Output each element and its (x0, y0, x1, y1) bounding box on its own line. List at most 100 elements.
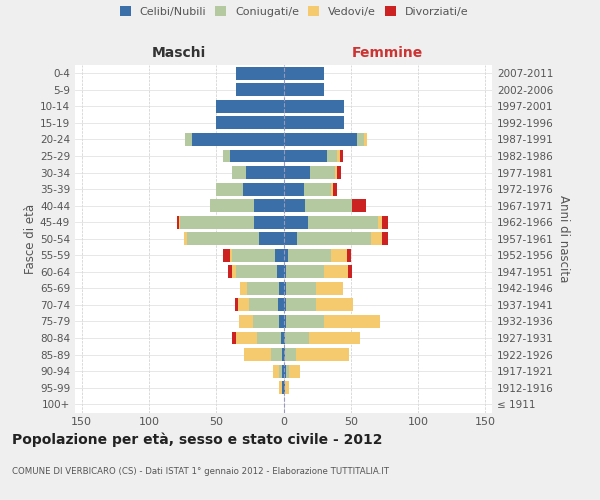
Bar (284, 315, 286, 328)
Bar (192, 133, 284, 146)
Bar (286, 315, 324, 328)
Bar (247, 282, 280, 295)
Bar (232, 332, 236, 344)
Bar (337, 166, 341, 179)
Bar (278, 298, 284, 312)
Bar (232, 249, 275, 262)
Bar (282, 381, 284, 394)
Bar (275, 249, 284, 262)
Bar (326, 150, 337, 162)
Bar (284, 348, 285, 361)
Bar (180, 216, 254, 228)
Bar (377, 216, 382, 228)
Bar (284, 298, 286, 312)
Text: Popolazione per età, sesso e stato civile - 2012: Popolazione per età, sesso e stato civil… (12, 432, 383, 447)
Bar (340, 150, 343, 162)
Bar (223, 150, 230, 162)
Bar (296, 348, 349, 361)
Bar (309, 332, 360, 344)
Bar (284, 364, 286, 378)
Text: Maschi: Maschi (152, 46, 206, 60)
Bar (284, 216, 308, 228)
Bar (280, 315, 284, 328)
Bar (305, 199, 352, 212)
Bar (348, 266, 352, 278)
Bar (284, 249, 287, 262)
Bar (184, 232, 187, 245)
Bar (331, 182, 333, 196)
Bar (284, 381, 285, 394)
Bar (209, 199, 254, 212)
Bar (284, 182, 304, 196)
Bar (187, 232, 259, 245)
Bar (216, 116, 284, 130)
Bar (333, 182, 337, 196)
Bar (280, 282, 284, 295)
Bar (232, 266, 236, 278)
Bar (285, 348, 296, 361)
Bar (259, 232, 284, 245)
Bar (254, 199, 284, 212)
Bar (310, 166, 335, 179)
Bar (382, 232, 388, 245)
Bar (284, 232, 297, 245)
Bar (179, 216, 180, 228)
Bar (254, 216, 284, 228)
Bar (271, 348, 282, 361)
Bar (371, 232, 382, 245)
Bar (177, 216, 179, 228)
Bar (216, 100, 284, 113)
Bar (238, 298, 248, 312)
Bar (331, 249, 347, 262)
Bar (244, 348, 271, 361)
Bar (284, 133, 358, 146)
Bar (277, 266, 284, 278)
Bar (347, 249, 351, 262)
Bar (223, 249, 230, 262)
Bar (285, 332, 309, 344)
Bar (284, 150, 326, 162)
Bar (352, 199, 365, 212)
Bar (236, 332, 257, 344)
Text: COMUNE DI VERBICARO (CS) - Dati ISTAT 1° gennaio 2012 - Elaborazione TUTTITALIA.: COMUNE DI VERBICARO (CS) - Dati ISTAT 1°… (12, 468, 389, 476)
Bar (286, 282, 316, 295)
Bar (382, 216, 388, 228)
Bar (324, 315, 380, 328)
Bar (284, 332, 285, 344)
Bar (280, 364, 282, 378)
Bar (216, 182, 243, 196)
Bar (287, 249, 331, 262)
Bar (248, 298, 278, 312)
Bar (289, 364, 299, 378)
Bar (257, 332, 281, 344)
Legend: Celibi/Nubili, Coniugati/e, Vedovi/e, Divorziati/e: Celibi/Nubili, Coniugati/e, Vedovi/e, Di… (116, 3, 472, 20)
Y-axis label: Anni di nascita: Anni di nascita (557, 195, 570, 282)
Bar (236, 84, 284, 96)
Bar (281, 332, 284, 344)
Bar (285, 381, 289, 394)
Bar (286, 266, 324, 278)
Bar (284, 282, 286, 295)
Bar (304, 182, 331, 196)
Bar (286, 298, 316, 312)
Bar (230, 150, 284, 162)
Bar (239, 315, 253, 328)
Bar (337, 150, 340, 162)
Bar (308, 216, 377, 228)
Text: Femmine: Femmine (352, 46, 424, 60)
Bar (335, 166, 337, 179)
Bar (282, 348, 284, 361)
Bar (284, 116, 344, 130)
Bar (284, 100, 344, 113)
Bar (246, 166, 284, 179)
Bar (284, 84, 324, 96)
Bar (284, 166, 310, 179)
Bar (316, 282, 343, 295)
Bar (253, 315, 280, 328)
Bar (230, 249, 232, 262)
Bar (229, 266, 232, 278)
Bar (273, 364, 280, 378)
Bar (232, 166, 246, 179)
Y-axis label: Fasce di età: Fasce di età (24, 204, 37, 274)
Bar (316, 298, 353, 312)
